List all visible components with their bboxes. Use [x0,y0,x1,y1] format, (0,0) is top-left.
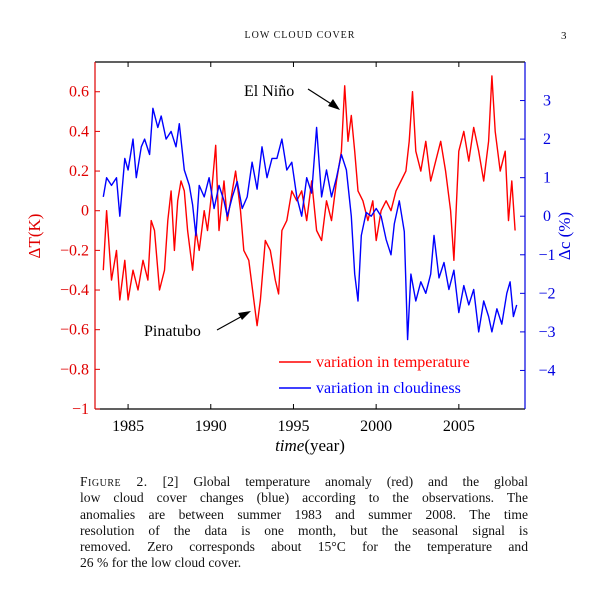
y-right-tick-label: −4 [538,362,555,379]
y-left-tick-label: 0 [81,203,89,220]
annotation-pinatubo: Pinatubo [144,323,201,340]
y-left-tick-label: −0.6 [60,322,89,339]
chart-legend: variation in temperature variation in cl… [279,354,470,397]
y-left-tick-label: −0.2 [60,242,89,259]
caption-line: low cloud cover changes (blue) according… [80,490,528,506]
y-right-tick-label: 3 [543,93,551,110]
series-line-cloudiness [102,107,518,341]
caption-text: [2] Global temperature anomaly (red) and… [162,474,528,489]
y-right-tick-label: 1 [543,170,551,187]
caption-label: Figure 2. [80,474,148,489]
x-axis-label-unit: (year) [304,436,345,455]
y-left-tick-label: −0.4 [60,282,89,299]
y-axis-left-label: ΔT(K) [25,214,44,259]
y-right-tick-label: 2 [543,131,551,148]
x-tick-label: 2000 [360,418,392,435]
running-title: LOW CLOUD COVER [244,30,356,41]
y-right-tick-label: −3 [538,324,555,341]
y-left-tick-label: 0.6 [69,84,89,101]
arrow-icon-pinatubo [216,311,251,331]
arrow-icon-el-nino [307,88,340,110]
caption-line: Figure 2. [2] Global temperature anomaly… [80,474,528,490]
page-number: 3 [561,30,568,42]
legend-label-temperature: variation in temperature [316,354,470,371]
caption-line: 26 % for the low cloud cover. [80,555,242,571]
caption-line: removed. Zero corresponds about 15°C for… [80,539,528,555]
x-tick-label: 1985 [112,418,144,435]
legend-label-cloudiness: variation in cloudiness [316,380,461,397]
annotation-el-nino: El Niño [244,83,294,100]
y-left-tick-label: −1 [72,401,89,418]
y-right-tick-label: −2 [538,285,555,302]
x-tick-label: 1990 [195,418,227,435]
figure-caption: Figure 2. [2] Global temperature anomaly… [80,474,528,572]
caption-line: anomalies are between summer 1983 and su… [80,506,528,522]
y-right-tick-label: 0 [543,208,551,225]
x-tick-label: 2005 [443,418,475,435]
figure-chart: 1985 1990 1995 2000 2005 0.6 0.4 0.2 0 −0.2 −0.4 −0… [25,61,574,455]
x-axis-label: time(year) [275,436,345,455]
x-axis-label-italic: time [275,436,305,455]
caption-line: resolution of the data is one month, but… [80,522,528,538]
y-left-tick-label: 0.2 [69,163,89,180]
x-tick-label: 1995 [277,418,309,435]
series-line-temperature [102,75,516,327]
y-right-tick-label: −1 [538,247,555,264]
y-axis-right-label: Δc (%) [555,212,574,260]
y-left-tick-label: 0.4 [69,123,89,140]
y-left-tick-label: −0.8 [60,361,89,378]
